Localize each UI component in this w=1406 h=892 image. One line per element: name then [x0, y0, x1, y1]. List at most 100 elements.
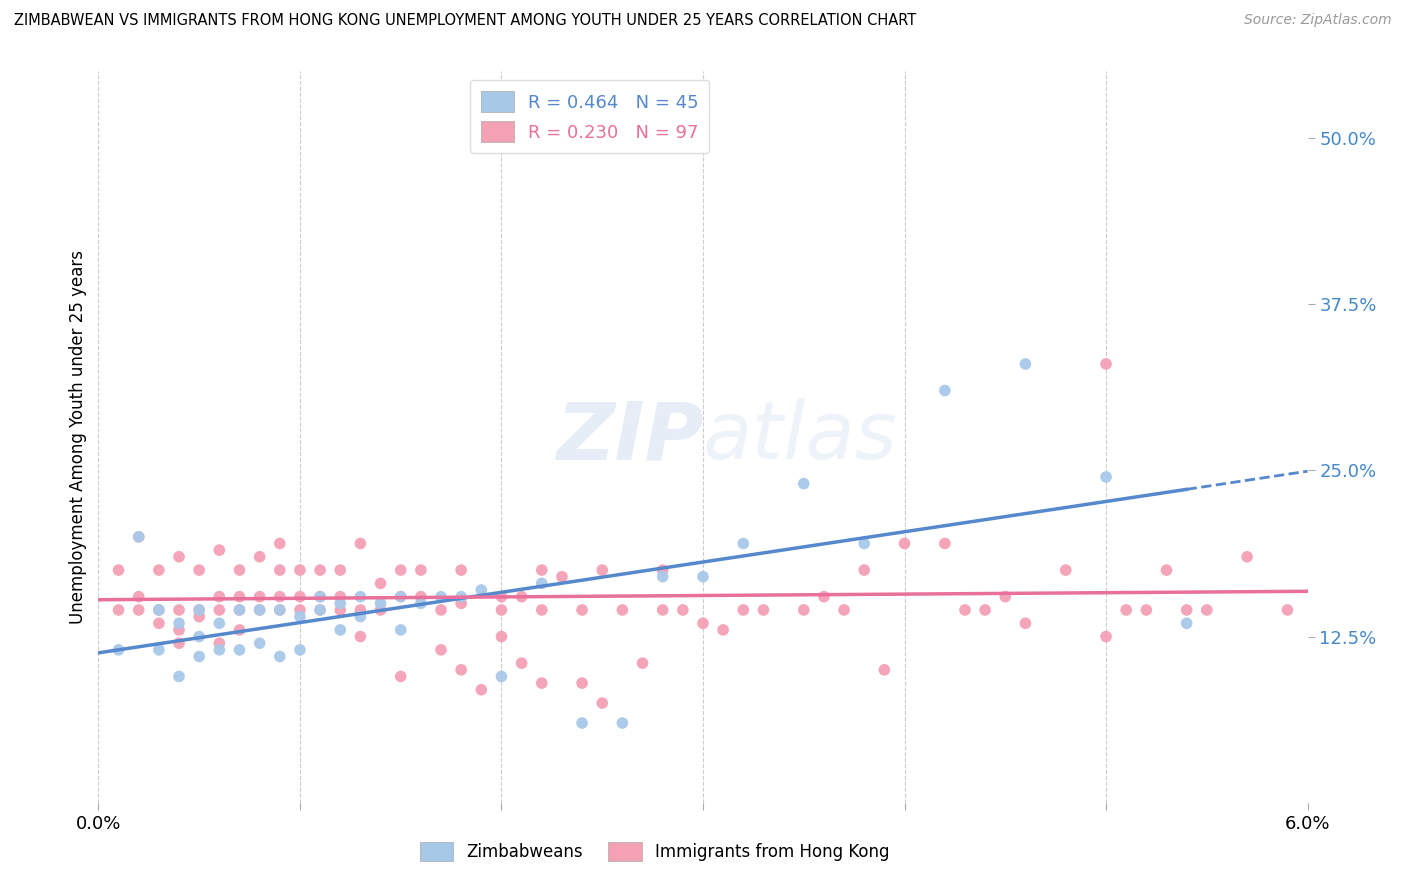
Point [107, 603, 129, 617]
Point [631, 656, 654, 670]
Point [571, 603, 593, 617]
Point [288, 563, 311, 577]
Point [128, 530, 150, 544]
Point [491, 630, 513, 644]
Point [309, 603, 332, 617]
Point [873, 663, 896, 677]
Point [148, 616, 170, 631]
Point [208, 543, 231, 558]
Point [491, 131, 513, 145]
Point [208, 603, 231, 617]
Point [994, 590, 1017, 604]
Point [228, 590, 250, 604]
Point [188, 630, 211, 644]
Point [510, 590, 533, 604]
Point [329, 603, 352, 617]
Point [107, 563, 129, 577]
Point [228, 603, 250, 617]
Point [389, 590, 412, 604]
Point [1175, 616, 1198, 631]
Point [269, 536, 291, 550]
Point [208, 616, 231, 631]
Point [288, 590, 311, 604]
Point [733, 536, 755, 550]
Point [470, 582, 492, 597]
Point [430, 590, 453, 604]
Point [107, 643, 129, 657]
Point [370, 576, 392, 591]
Text: ZIP: ZIP [555, 398, 703, 476]
Point [934, 384, 956, 398]
Point [167, 623, 190, 637]
Point [530, 603, 553, 617]
Point [1277, 603, 1299, 617]
Point [228, 603, 250, 617]
Text: atlas: atlas [703, 398, 898, 476]
Point [711, 623, 734, 637]
Point [329, 563, 352, 577]
Point [389, 623, 412, 637]
Point [148, 563, 170, 577]
Point [228, 643, 250, 657]
Point [188, 603, 211, 617]
Point [288, 609, 311, 624]
Point [1014, 616, 1036, 631]
Point [188, 609, 211, 624]
Point [752, 603, 775, 617]
Point [430, 603, 453, 617]
Point [1135, 603, 1157, 617]
Point [530, 563, 553, 577]
Point [530, 676, 553, 690]
Text: Source: ZipAtlas.com: Source: ZipAtlas.com [1244, 13, 1392, 28]
Point [329, 590, 352, 604]
Point [672, 603, 695, 617]
Point [389, 590, 412, 604]
Point [128, 530, 150, 544]
Point [813, 590, 835, 604]
Point [934, 536, 956, 550]
Point [228, 563, 250, 577]
Point [853, 563, 876, 577]
Point [167, 603, 190, 617]
Point [1175, 603, 1198, 617]
Point [128, 603, 150, 617]
Point [853, 536, 876, 550]
Point [148, 603, 170, 617]
Point [167, 636, 190, 650]
Point [309, 590, 332, 604]
Point [269, 563, 291, 577]
Point [349, 609, 371, 624]
Point [409, 563, 432, 577]
Point [612, 716, 634, 731]
Point [309, 563, 332, 577]
Point [1095, 357, 1118, 371]
Point [953, 603, 976, 617]
Point [349, 590, 371, 604]
Point [1156, 563, 1178, 577]
Point [249, 603, 271, 617]
Point [370, 603, 392, 617]
Point [551, 570, 574, 584]
Point [430, 643, 453, 657]
Point [370, 596, 392, 610]
Point [832, 603, 855, 617]
Point [228, 623, 250, 637]
Point [269, 590, 291, 604]
Point [470, 682, 492, 697]
Legend: Zimbabweans, Immigrants from Hong Kong: Zimbabweans, Immigrants from Hong Kong [413, 835, 896, 868]
Point [208, 636, 231, 650]
Point [167, 616, 190, 631]
Point [591, 696, 613, 710]
Point [491, 603, 513, 617]
Point [128, 590, 150, 604]
Point [188, 649, 211, 664]
Point [591, 563, 613, 577]
Point [893, 536, 915, 550]
Point [692, 570, 714, 584]
Y-axis label: Unemployment Among Youth under 25 years: Unemployment Among Youth under 25 years [69, 250, 87, 624]
Point [249, 603, 271, 617]
Point [1236, 549, 1258, 564]
Point [450, 563, 472, 577]
Point [269, 649, 291, 664]
Text: ZIMBABWEAN VS IMMIGRANTS FROM HONG KONG UNEMPLOYMENT AMONG YOUTH UNDER 25 YEARS : ZIMBABWEAN VS IMMIGRANTS FROM HONG KONG … [14, 13, 917, 29]
